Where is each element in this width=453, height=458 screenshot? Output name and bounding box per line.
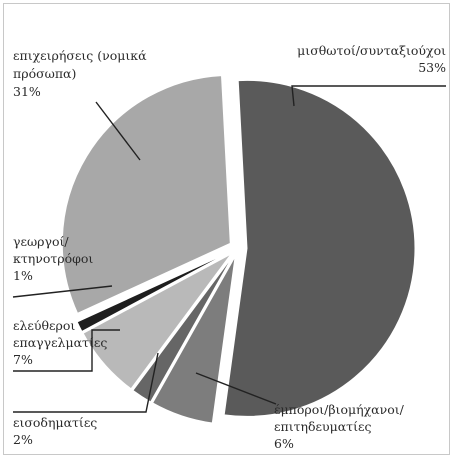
slice-name-label: πρόσωπα) xyxy=(13,66,76,81)
slice-label: επιχειρήσεις (νομικά πρόσωπα) 31% xyxy=(13,48,147,99)
leader-lines xyxy=(12,85,446,413)
leader-line xyxy=(13,329,120,372)
leader-line xyxy=(12,285,113,298)
leader-line xyxy=(95,101,141,161)
slice-label: εισοδηματίες 2% xyxy=(13,415,97,447)
slice-name-label: γεωργοί/ xyxy=(13,234,69,249)
slice-label: μισθωτοί/συνταξιούχοι 53% xyxy=(297,43,446,75)
slice-name-label: εισοδηματίες xyxy=(13,415,97,430)
pie-slice xyxy=(82,253,232,390)
pie-slice xyxy=(61,75,231,314)
slice-percent-label: 1% xyxy=(13,268,33,283)
pie-slice xyxy=(151,256,236,424)
slice-name-label: επαγγελματίες xyxy=(13,335,107,350)
slice-percent-label: 53% xyxy=(418,60,446,75)
slice-name-label: κτηνοτρόφοι xyxy=(13,251,93,266)
slice-labels: μισθωτοί/συνταξιούχοι 53% έμποροι/βιομήχαν… xyxy=(13,43,446,451)
slice-percent-label: 6% xyxy=(274,436,294,451)
slice-label: ελεύθεροι επαγγελματίες 7% xyxy=(13,318,107,367)
leader-line xyxy=(195,372,277,405)
slice-label: γεωργοί/κτηνοτρόφοι 1% xyxy=(13,234,93,283)
slice-percent-label: 7% xyxy=(13,352,33,367)
slice-name-label: μισθωτοί/συνταξιούχοι xyxy=(297,43,446,58)
pie-slice xyxy=(223,79,416,417)
slice-name-label: επιχειρήσεις (νομικά xyxy=(13,48,147,63)
slice-label: έμποροι/βιομήχανοι/επιτηδευματίες 6% xyxy=(274,402,405,451)
pie-slice xyxy=(76,251,231,333)
pie-slices xyxy=(61,75,416,424)
slice-name-label: επιτηδευματίες xyxy=(274,419,371,434)
slice-percent-label: 31% xyxy=(13,84,41,99)
leader-line xyxy=(13,352,159,413)
slice-name-label: ελεύθεροι xyxy=(13,318,75,333)
pie-slice xyxy=(132,255,234,403)
leader-line xyxy=(291,85,446,107)
slice-percent-label: 2% xyxy=(13,432,33,447)
slice-name-label: έμποροι/βιομήχανοι/ xyxy=(274,402,405,417)
